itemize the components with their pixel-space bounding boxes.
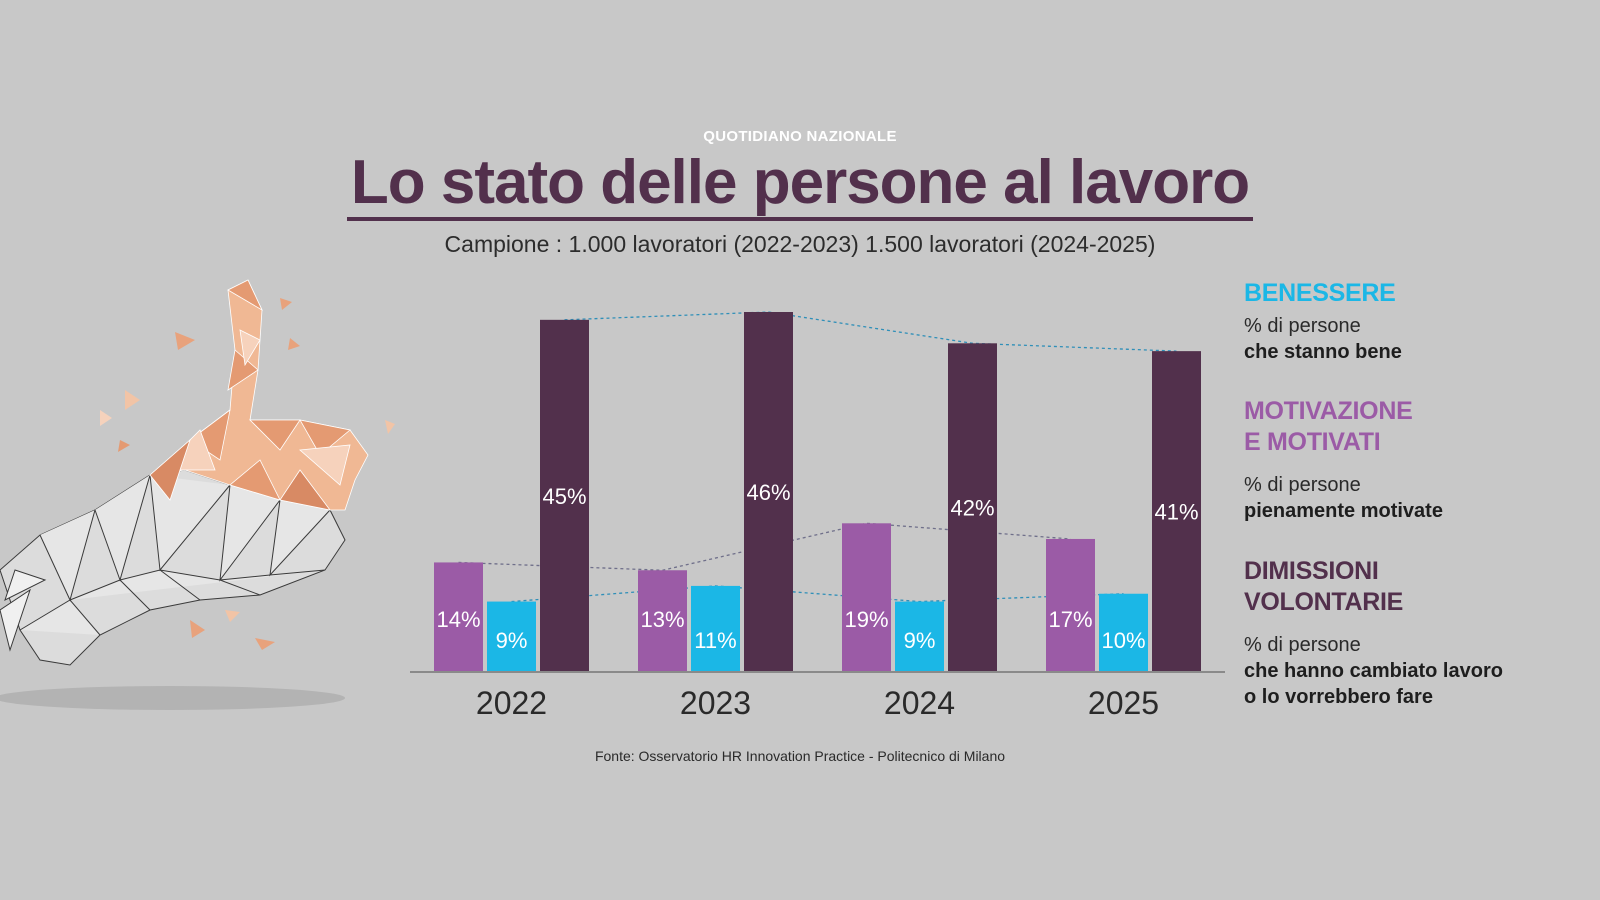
page-title: Lo stato delle persone al lavoro bbox=[346, 150, 1254, 222]
x-tick-2023: 2023 bbox=[680, 685, 751, 721]
x-tick-2025: 2025 bbox=[1088, 685, 1159, 721]
legend-dimissioni-line1: % di persone bbox=[1244, 634, 1361, 656]
bar-motivazione-2024 bbox=[842, 523, 891, 672]
legend-motivazione: MOTIVAZIONE E MOTIVATI % di persone pien… bbox=[1244, 396, 1443, 524]
legend-dimissioni-line2: che hanno cambiato lavoro bbox=[1244, 660, 1503, 682]
bar-dimissioni-2025 bbox=[1152, 351, 1201, 672]
bar-dimissioni-2023 bbox=[744, 312, 793, 672]
trend-line-dimissioni bbox=[564, 311, 1177, 352]
bar-benessere-2024 bbox=[895, 601, 944, 672]
data-label-motivazione-2023: 13% bbox=[640, 607, 684, 632]
bar-benessere-2023 bbox=[691, 585, 740, 672]
data-label-dimissioni-2024: 42% bbox=[950, 496, 994, 521]
legend-motivazione-line1: % di persone bbox=[1244, 474, 1361, 496]
bar-benessere-2025 bbox=[1099, 593, 1148, 672]
bar-benessere-2022 bbox=[487, 601, 536, 672]
legend-motivazione-heading-2: E MOTIVATI bbox=[1244, 428, 1381, 456]
legend-benessere-heading: BENESSERE bbox=[1244, 279, 1396, 307]
publisher-label: QUOTIDIANO NAZIONALE bbox=[703, 128, 897, 145]
data-label-benessere-2024: 9% bbox=[904, 628, 936, 653]
bar-dimissioni-2022 bbox=[540, 319, 589, 672]
data-label-motivazione-2024: 19% bbox=[844, 607, 888, 632]
legend-benessere-line2: che stanno bene bbox=[1244, 341, 1402, 363]
thumbs-up-illustration bbox=[0, 279, 395, 710]
data-label-dimissioni-2022: 45% bbox=[542, 484, 586, 509]
legend-dimissioni-line3: o lo vorrebbero fare bbox=[1244, 686, 1433, 708]
source-note: Fonte: Osservatorio HR Innovation Practi… bbox=[594, 748, 1006, 764]
page-title-wrap: Lo stato delle persone al lavoro bbox=[0, 150, 1600, 222]
data-label-motivazione-2022: 14% bbox=[436, 607, 480, 632]
bar-motivazione-2025 bbox=[1046, 538, 1095, 672]
data-label-benessere-2022: 9% bbox=[496, 628, 528, 653]
legend-benessere-line1: % di persone bbox=[1244, 315, 1361, 337]
legend-motivazione-heading-1: MOTIVAZIONE bbox=[1244, 397, 1413, 425]
legend-benessere: BENESSERE % di persone che stanno bene bbox=[1244, 278, 1402, 365]
trend-line-benessere bbox=[511, 585, 1124, 603]
data-label-benessere-2025: 10% bbox=[1101, 628, 1145, 653]
legend-dimissioni: DIMISSIONI VOLONTARIE % di persone che h… bbox=[1244, 556, 1503, 710]
x-tick-2024: 2024 bbox=[884, 685, 955, 721]
data-label-motivazione-2025: 17% bbox=[1048, 607, 1092, 632]
legend-motivazione-line2: pienamente motivate bbox=[1244, 500, 1443, 522]
sample-subtitle: Campione : 1.000 lavoratori (2022-2023) … bbox=[444, 231, 1156, 257]
bar-motivazione-2023 bbox=[638, 570, 687, 672]
data-label-dimissioni-2025: 41% bbox=[1154, 500, 1198, 525]
data-label-benessere-2023: 11% bbox=[694, 628, 736, 653]
x-tick-2022: 2022 bbox=[476, 685, 547, 721]
bar-dimissioni-2024 bbox=[948, 343, 997, 672]
data-label-dimissioni-2023: 46% bbox=[746, 480, 790, 505]
legend-dimissioni-heading-2: VOLONTARIE bbox=[1244, 588, 1404, 616]
legend-dimissioni-heading-1: DIMISSIONI bbox=[1244, 557, 1379, 585]
bar-motivazione-2022 bbox=[434, 562, 483, 672]
